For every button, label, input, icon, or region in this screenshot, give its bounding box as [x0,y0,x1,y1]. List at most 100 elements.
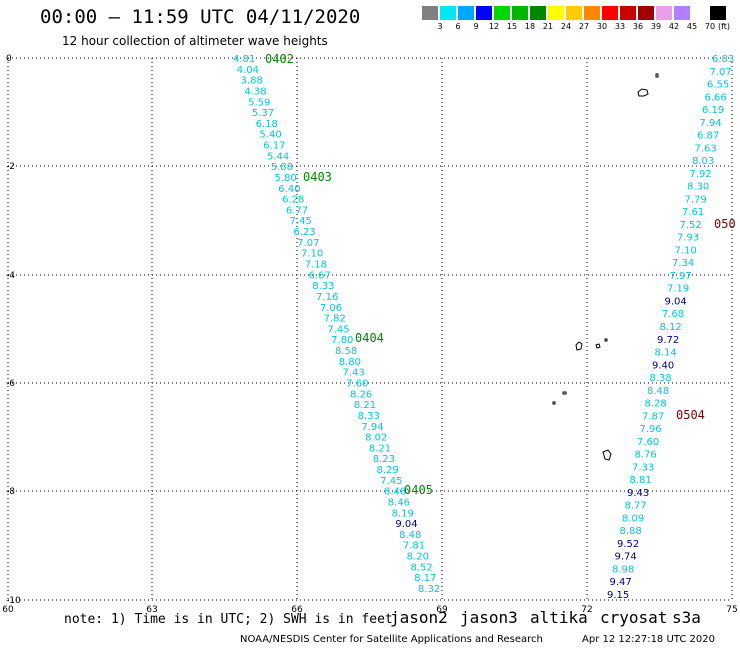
colorbar-label: 24 [560,22,572,31]
wave-height-value: 8.88 [620,526,642,537]
y-tick-label: -6 [6,379,15,389]
wave-height-value: 6.18 [256,119,278,130]
wave-height-value: 9.15 [607,590,629,601]
wave-height-value: 7.18 [305,260,327,271]
wave-height-value: 6.17 [263,141,285,152]
generated-timestamp: Apr 12 12:27:18 UTC 2020 [582,634,715,645]
wave-height-value: 8.52 [410,562,432,573]
colorbar-label: 36 [632,22,644,31]
wave-height-value: 8.26 [350,389,372,400]
wave-height-value: 7.45 [327,324,349,335]
wave-height-value: 7.96 [640,424,662,435]
wave-height-value: 7.45 [380,476,402,487]
credit-line: NOAA/NESDIS Center for Satellite Applica… [240,634,543,645]
colorbar-label: 39 [650,22,662,31]
wave-height-value: 8.48 [384,487,406,498]
wave-height-value: 6.23 [293,227,315,238]
wave-height-value: 7.60 [637,437,659,448]
wave-height-value: 8.21 [369,443,391,454]
wave-height-value: 5.40 [259,130,281,141]
island-outline [562,391,567,395]
wave-height-value: 6.19 [702,105,724,116]
colorbar-swatch [584,6,600,20]
wave-height-value: 7.94 [700,118,722,129]
wave-height-value: 7.80 [331,335,353,346]
island-outline [604,338,608,342]
colorbar-swatch [530,6,546,20]
wave-height-value: 7.93 [677,233,699,244]
colorbar-swatch [566,6,582,20]
x-tick-label: 63 [146,605,157,615]
wave-height-value: 8.32 [418,584,440,595]
wave-height-value: 9.47 [610,577,632,588]
wave-height-value: 7.06 [320,303,342,314]
colorbar-label: 33 [614,22,626,31]
wave-height-value: 7.19 [667,284,689,295]
wave-height-value: 7.45 [290,216,312,227]
colorbar-swatch [710,6,726,20]
colorbar-unit: (ft) [717,22,731,31]
legend-jason2: jason2 [390,608,448,627]
wave-height-value: 6.28 [282,195,304,206]
wave-height-value: 7.10 [675,245,697,256]
wave-height-value: 5.88 [271,162,293,173]
island-outline [637,88,649,97]
colorbar-swatch [656,6,672,20]
time-label: 050 [714,217,736,231]
wave-height-value: 6.87 [697,131,719,142]
colorbar-label: 27 [578,22,590,31]
colorbar-swatch [440,6,456,20]
wave-height-value: 8.80 [339,357,361,368]
wave-height-value: 8.48 [399,530,421,541]
legend-jason3: jason3 [460,608,518,627]
wave-height-value: 5.44 [267,151,289,162]
colorbar-label: 3 [437,22,443,31]
island-outline [655,73,659,78]
wave-height-value: 5.37 [252,108,274,119]
wave-height-value: 9.04 [395,519,417,530]
time-label: 0402 [265,52,294,66]
wave-height-value: 8.46 [388,497,410,508]
wave-height-value: 7.52 [680,220,702,231]
wave-height-value: 9.52 [617,539,639,550]
colorbar-label: 70 [704,22,716,31]
wave-height-value: 7.81 [403,541,425,552]
colorbar-swatch [422,6,438,20]
colorbar-swatch [638,6,654,20]
legend-cryosat: cryosat [600,608,668,627]
wave-height-value: 6.66 [705,92,727,103]
wave-height-value: 4.38 [244,86,266,97]
wave-height-value: 7.68 [662,309,684,320]
wave-height-value: 8.76 [635,450,657,461]
colorbar-swatch [548,6,564,20]
time-label: 0403 [303,170,332,184]
wave-height-value: 7.79 [685,194,707,205]
wave-height-value: 8.02 [365,433,387,444]
x-tick-label: 69 [436,605,448,615]
time-label: 0504 [676,408,705,422]
wave-height-value: 4.04 [237,65,259,76]
wave-height-value: 7.94 [361,422,383,433]
wave-height-value: 5.80 [275,173,297,184]
colorbar-label: 18 [524,22,536,31]
wave-height-value: 8.19 [392,508,414,519]
wave-height-value: 8.58 [335,346,357,357]
colorbar-label: 15 [506,22,518,31]
wave-height-value: 8.17 [414,573,436,584]
wave-height-value: 6.40 [278,184,300,195]
y-tick-label: -2 [6,162,15,172]
colorbar-label: 42 [668,22,680,31]
colorbar-label: 30 [596,22,608,31]
wave-height-value: 8.23 [373,454,395,465]
wave-height-value: 8.12 [660,322,682,333]
wave-height-value: 7.10 [301,249,323,260]
wave-height-value: 8.81 [630,475,652,486]
colorbar-swatch [494,6,510,20]
wave-height-value: 7.87 [642,411,664,422]
colorbar-label: 21 [542,22,554,31]
wave-height-value: 7.97 [670,271,692,282]
wave-height-value: 6.67 [309,270,331,281]
time-label: 0405 [404,483,433,497]
wave-height-value: 8.30 [687,182,709,193]
